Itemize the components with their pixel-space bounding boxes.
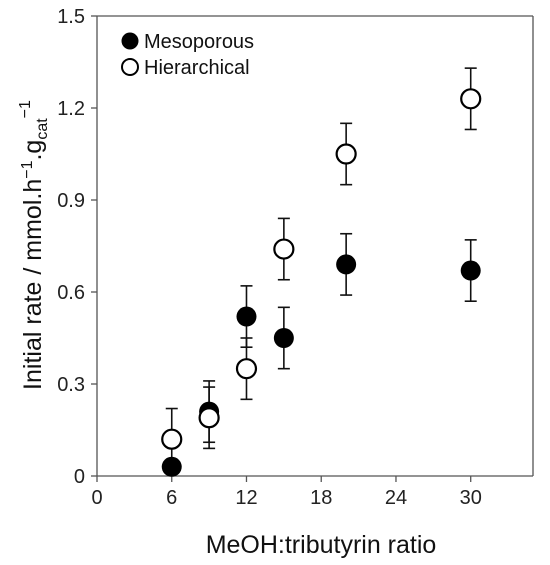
x-tick-label: 24 [385,487,407,509]
legend: Mesoporous Hierarchical [121,31,254,79]
y-axis-title-sub: cat [34,118,51,140]
y-tick-label: 0.3 [57,374,85,396]
point-mesoporous [336,254,357,275]
point-mesoporous [236,306,257,327]
x-tick-label: 6 [166,487,177,509]
point-hierarchical [335,143,357,165]
y-tick-label: 1.5 [57,6,85,28]
y-tick-label: 0.9 [57,190,85,212]
y-axis-title-sup2: −1 [17,100,34,118]
y-ticks: 0 0.3 0.6 0.9 1.2 1.5 [57,6,97,488]
point-mesoporous [460,260,481,281]
point-hierarchical [198,407,220,429]
y-axis-title-mid: .g [19,140,47,161]
x-tick-label: 12 [235,487,257,509]
legend-label-mesoporous: Mesoporous [144,31,254,53]
point-hierarchical [235,358,258,380]
axes [96,15,534,477]
y-axis-title-main: Initial rate / mmol.h [19,179,47,390]
y-tick-label: 0 [74,466,85,488]
x-tick-label: 0 [91,487,102,509]
legend-marker-mesoporous [121,32,139,50]
y-tick-label: 0.6 [57,282,85,304]
y-axis-title: Initial rate / mmol.h−1.gcat−1 [17,100,51,390]
data-marks [161,67,482,477]
x-tick-label: 30 [460,487,482,509]
point-hierarchical [273,238,295,260]
legend-marker-hierarchical [121,58,139,76]
x-axis-title: MeOH:tributyrin ratio [206,531,437,559]
x-ticks: 0 6 12 18 24 30 [91,476,482,509]
y-tick-label: 1.2 [57,98,85,120]
point-mesoporous [273,328,294,348]
point-hierarchical [460,88,482,110]
point-hierarchical [161,428,183,450]
y-axis-title-sup1: −1 [19,160,36,178]
point-mesoporous [161,456,182,477]
x-tick-label: 18 [310,487,332,509]
legend-label-hierarchical: Hierarchical [144,57,250,79]
